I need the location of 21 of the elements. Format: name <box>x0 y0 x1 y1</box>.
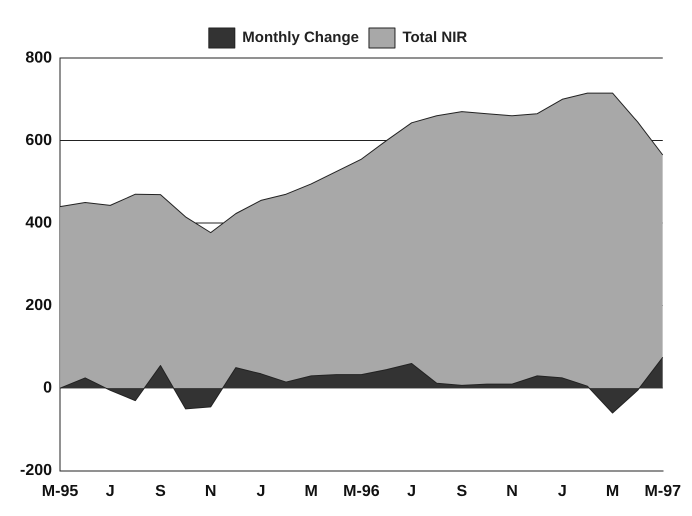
y-tick-label: 400 <box>25 214 52 232</box>
x-tick-label: J <box>256 482 266 500</box>
x-tick-label: S <box>456 482 468 500</box>
legend-label: Total NIR <box>402 29 468 46</box>
y-tick-label: 600 <box>25 132 52 149</box>
x-tick-label: N <box>204 482 216 500</box>
y-tick-label: -200 <box>20 462 52 480</box>
x-tick-label: M-96 <box>343 482 380 500</box>
x-tick-label: J <box>558 482 567 500</box>
x-tick-label: M <box>606 482 620 500</box>
x-tick-label: M-95 <box>42 482 78 500</box>
x-tick-label: J <box>407 482 416 500</box>
x-tick-label: M <box>304 482 318 500</box>
y-tick-label: 800 <box>25 49 52 66</box>
x-tick-label: J <box>106 482 115 500</box>
y-tick-label: 0 <box>43 380 52 397</box>
legend-label: Monthly Change <box>242 29 359 46</box>
x-tick-label: N <box>506 482 518 500</box>
x-tick-label: S <box>155 482 166 500</box>
y-tick-label: 200 <box>25 297 52 314</box>
x-tick-label: M-97 <box>644 482 682 500</box>
